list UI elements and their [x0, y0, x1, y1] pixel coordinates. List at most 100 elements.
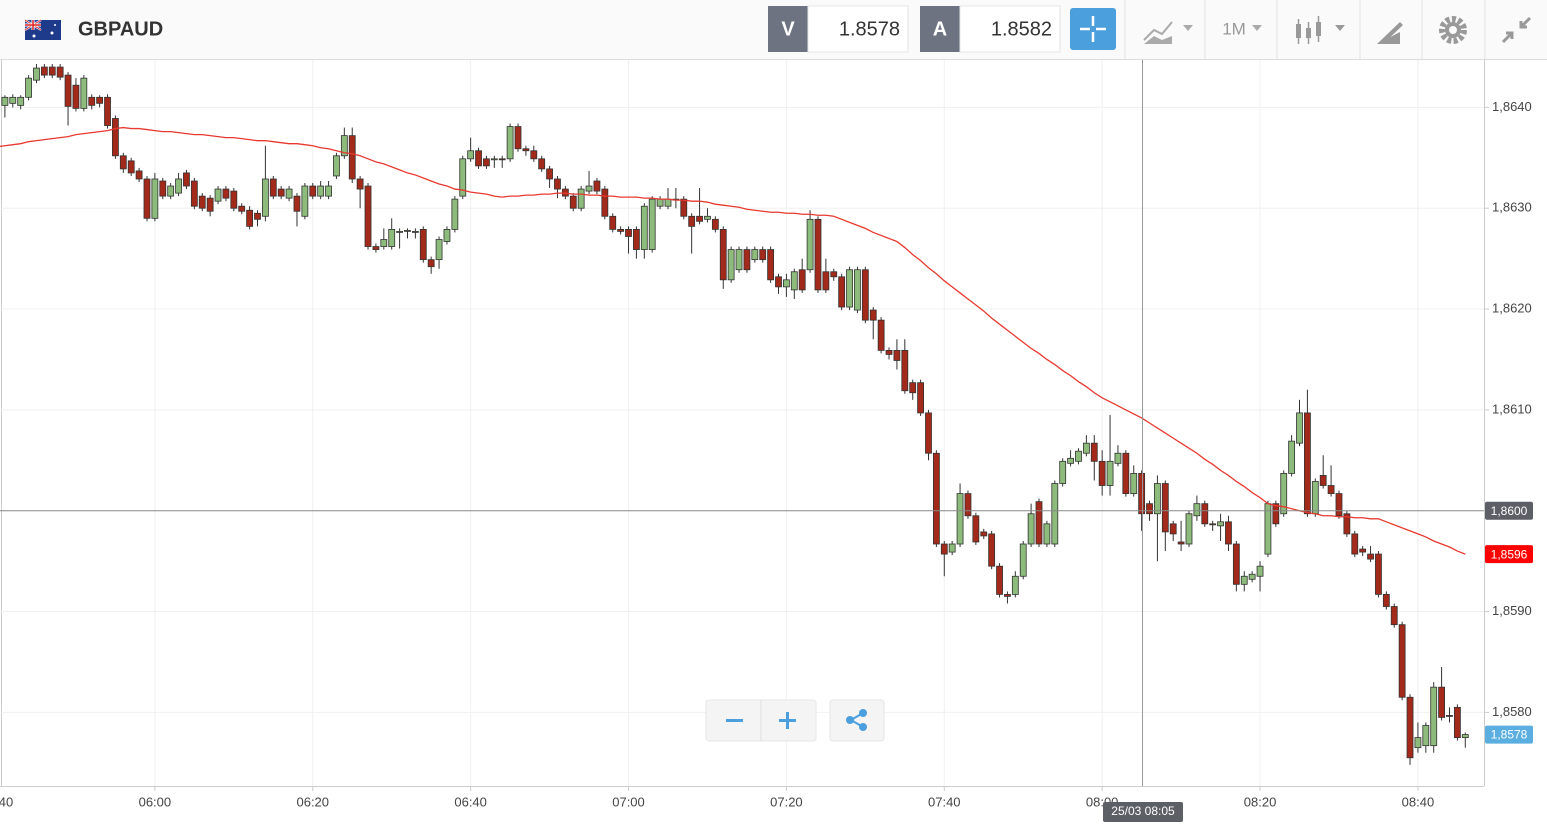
candle-body [719, 228, 727, 281]
candle-body [451, 198, 459, 230]
crosshair-time: 25/03 08:05 [1111, 804, 1175, 818]
sell-button[interactable] [768, 6, 808, 52]
candle-body [601, 188, 609, 217]
candle-body [996, 565, 1003, 595]
candle-body [64, 74, 72, 107]
candle-body [483, 158, 490, 167]
candle-body [814, 218, 822, 291]
candle-body [1438, 686, 1446, 718]
candle-body [25, 77, 32, 98]
candle-body [648, 198, 656, 250]
candle-body [932, 452, 940, 545]
candle-body [214, 188, 222, 202]
y-tick-label: 1,8640 [1492, 99, 1532, 114]
share-button[interactable] [829, 699, 885, 742]
y-tick-label: 1,8620 [1492, 300, 1532, 315]
candle-body [1004, 594, 1011, 597]
candle-type-button[interactable] [1296, 16, 1345, 44]
y-tick-label: 1,8590 [1492, 603, 1532, 618]
candle-body [293, 195, 301, 212]
candle-body [1422, 725, 1430, 747]
candle-body [1367, 553, 1374, 560]
candle-body [711, 218, 719, 230]
candle-body [40, 66, 48, 76]
candle-body [1359, 548, 1367, 553]
candle-body [246, 209, 254, 227]
candle-body [1154, 483, 1161, 515]
candle-body [1209, 523, 1217, 526]
candle-body [822, 271, 830, 291]
timeframe-arrow [1252, 25, 1262, 31]
candle-body [388, 228, 396, 247]
candle-body [980, 531, 988, 537]
candle-body [1075, 450, 1082, 462]
candle-body [1248, 573, 1256, 580]
candle-body [901, 349, 909, 392]
candle-body [1051, 483, 1059, 545]
x-tick-label: 08:20 [1244, 794, 1277, 809]
candle-body [530, 150, 538, 160]
candle-body [1122, 452, 1130, 494]
collapse-button[interactable] [1501, 16, 1532, 44]
candle-body [380, 239, 388, 247]
candle-body [522, 148, 530, 152]
sell-price: 1.8578 [839, 18, 900, 40]
candle-body [1043, 523, 1051, 545]
candle-body [783, 279, 790, 288]
candle-body [364, 185, 372, 247]
candle-body [1027, 513, 1035, 545]
crosshair-button[interactable] [1070, 8, 1116, 50]
chart-type-button[interactable] [1143, 21, 1193, 44]
candle-body [1288, 440, 1296, 474]
candle-body [1138, 473, 1146, 515]
candle-body [506, 126, 514, 160]
candle-body [427, 259, 435, 268]
candle-body [1311, 481, 1319, 515]
candle-body [1406, 696, 1414, 759]
buy-price: 1.8582 [991, 18, 1052, 40]
candle-body [56, 66, 64, 78]
candle-body [183, 172, 190, 187]
candle-body [175, 178, 182, 194]
candle-body [877, 319, 885, 351]
candle-body [104, 96, 111, 126]
y-tick-label: 1,8630 [1492, 200, 1532, 215]
candle-body [846, 269, 853, 308]
candle-body [96, 96, 104, 104]
candle-body [893, 349, 901, 361]
moving-average-line [0, 126, 1466, 555]
settings-button[interactable] [1439, 16, 1467, 44]
candle-body [1098, 460, 1106, 486]
candle-body [1225, 521, 1232, 545]
candle-body [838, 276, 846, 308]
candle-body [1390, 606, 1398, 626]
x-tick-label: 07:40 [928, 794, 961, 809]
last-price-box [1485, 725, 1533, 744]
candle-body [317, 185, 325, 197]
candle-body [112, 118, 119, 157]
candle-body [885, 349, 893, 355]
candle-body [609, 215, 617, 230]
timeframe[interactable]: 1M [1222, 19, 1246, 38]
candle-body [261, 178, 269, 217]
candle-body [767, 249, 775, 281]
candle-body [72, 84, 80, 109]
candle-body [340, 135, 348, 157]
candle-body [727, 249, 735, 281]
last-price: 1,8578 [1491, 728, 1528, 742]
candle-body [1232, 543, 1240, 585]
draw-button[interactable] [1377, 22, 1403, 44]
candle-body [459, 158, 467, 197]
buy-price-box [959, 5, 1061, 53]
candle-body [475, 150, 482, 167]
candle-body [640, 205, 648, 250]
buy-button[interactable] [920, 6, 960, 52]
candle-body [1327, 485, 1335, 494]
plot-area [0, 60, 1484, 786]
candle-body [569, 195, 577, 209]
candle-body [854, 269, 861, 311]
candle-body [88, 96, 96, 106]
crosshair-price-box [1485, 501, 1533, 520]
toolbar-dividers [1124, 0, 1486, 59]
